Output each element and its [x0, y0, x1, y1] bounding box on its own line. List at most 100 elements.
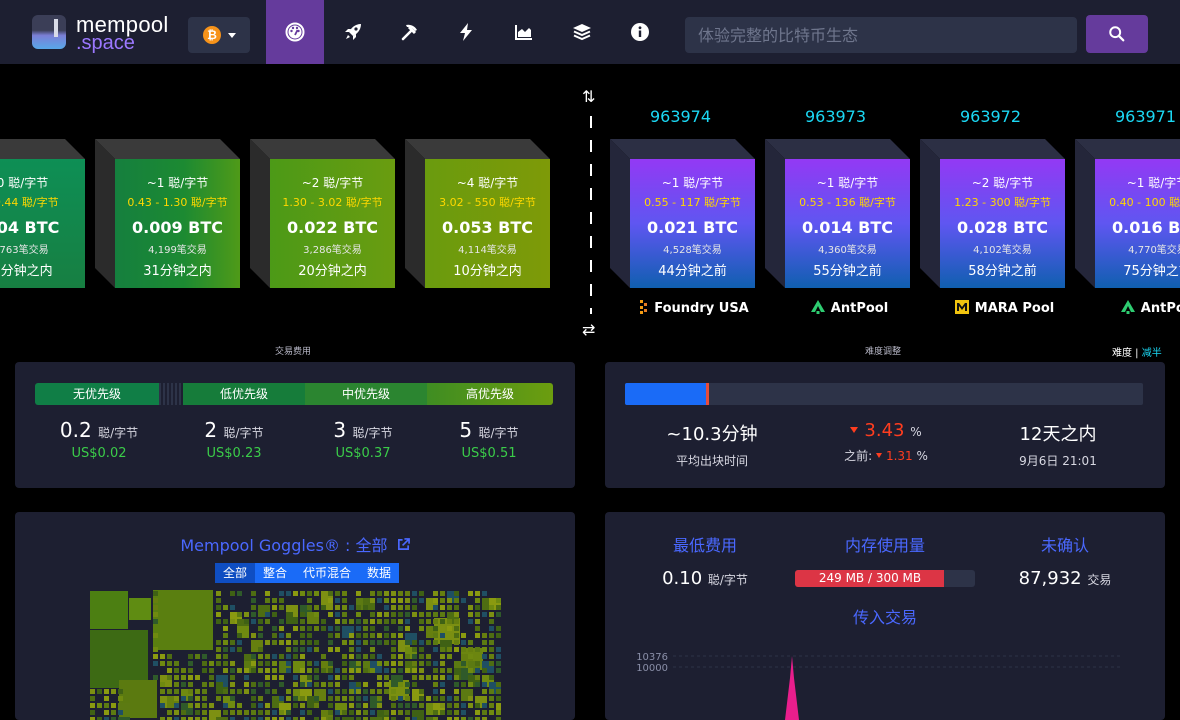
block-tx-count: 3,286笔交易 — [303, 245, 362, 256]
mined-block[interactable]: ~1 聪/字节 0.55 - 117 聪/字节 0.021 BTC 4,528笔… — [610, 139, 755, 288]
goggles-tab-coinjoin[interactable]: 代币混合 — [295, 563, 360, 583]
tx-square — [251, 668, 256, 673]
tx-square — [216, 654, 221, 659]
tx-square — [440, 612, 445, 617]
mined-block[interactable]: ~1 聪/字节 0.40 - 100 聪/字节 0.016 BTC 4,770笔… — [1075, 139, 1180, 288]
tx-square — [272, 717, 277, 720]
tx-square — [426, 640, 431, 645]
difficulty-toggle-label[interactable]: 难度 — [1112, 348, 1132, 359]
tx-square — [342, 612, 347, 617]
tx-square — [391, 696, 396, 701]
halving-toggle-label[interactable]: 减半 — [1141, 348, 1162, 359]
nav-mining[interactable] — [381, 0, 439, 64]
incoming-tx-chart[interactable]: 10376 10000 — [635, 648, 1135, 720]
goggles-title[interactable]: Mempool Goggles® : 全部 — [180, 536, 388, 555]
tx-square — [433, 717, 438, 720]
fee-segment-none: 无优先级 — [35, 383, 159, 405]
mining-pool-link[interactable]: AntPool — [1087, 300, 1180, 316]
tx-square — [342, 675, 347, 680]
mining-pool-link[interactable]: Foundry USA — [622, 300, 767, 316]
tx-square — [223, 661, 228, 666]
logo-suffix: .space — [76, 32, 135, 54]
tx-square — [440, 626, 445, 631]
fee-column-high: 5 聪/字节 US$0.51 — [425, 418, 553, 461]
network-selector[interactable]: ₿ — [188, 17, 250, 53]
nav-lightning[interactable] — [437, 0, 495, 64]
mined-block[interactable]: ~2 聪/字节 1.23 - 300 聪/字节 0.028 BTC 4,102笔… — [920, 139, 1065, 288]
mempool-block[interactable]: ~1 聪/字节 0.43 - 1.30 聪/字节 0.009 BTC 4,199… — [95, 139, 240, 288]
nav-accelerator[interactable] — [324, 0, 382, 64]
tx-square — [454, 626, 459, 631]
tx-square — [328, 605, 333, 610]
search-input[interactable] — [685, 17, 1077, 53]
tx-square — [482, 668, 487, 673]
mempool-block-visualization[interactable] — [89, 590, 501, 720]
tx-square — [321, 710, 333, 720]
tx-square — [188, 654, 193, 659]
block-fee-range: 0.43 - 1.30 聪/字节 — [127, 196, 228, 209]
difficulty-change-unit: % — [910, 425, 922, 439]
tx-square — [167, 710, 172, 715]
fee-usd: US$0.02 — [71, 446, 127, 461]
mempool-block[interactable]: ~4 聪/字节 3.02 - 550 聪/字节 0.053 BTC 4,114笔… — [405, 139, 550, 288]
tx-square — [251, 619, 256, 624]
mempool-block[interactable]: 0 聪/字节 - 0.44 聪/字节 004 BTC ,763笔交易 1分钟之内 — [0, 139, 85, 288]
tx-square — [209, 668, 214, 673]
tx-square — [258, 703, 263, 708]
tx-square — [216, 647, 221, 652]
block-height-link[interactable]: 963973 — [804, 107, 867, 126]
tx-square — [153, 633, 158, 638]
tx-square — [111, 703, 116, 708]
tx-square — [335, 668, 340, 673]
tx-square — [496, 689, 501, 694]
block-height-link[interactable]: 963974 — [649, 107, 712, 126]
tx-square — [405, 591, 410, 596]
mempool-block[interactable]: ~2 聪/字节 1.30 - 3.02 聪/字节 0.022 BTC 3,286… — [250, 139, 395, 288]
tx-square — [447, 703, 452, 708]
search-button[interactable] — [1086, 15, 1148, 53]
tx-square — [321, 619, 326, 624]
tx-square — [314, 717, 319, 720]
tx-square — [174, 717, 179, 720]
arrows-left-right-icon[interactable]: ⇄ — [582, 320, 596, 339]
nav-about[interactable] — [611, 0, 669, 64]
tx-square — [356, 654, 361, 659]
nav-docs[interactable] — [553, 0, 611, 64]
antpool-icon — [810, 300, 825, 314]
tx-square — [433, 689, 438, 694]
tx-square — [419, 619, 424, 624]
tx-square — [300, 591, 305, 596]
tx-square — [300, 717, 305, 720]
tx-square — [174, 661, 179, 666]
arrows-up-down-icon[interactable]: ⇅ — [582, 87, 596, 106]
mempool-logo[interactable]: mempool .space — [32, 12, 192, 54]
tx-square — [475, 647, 480, 652]
mined-block[interactable]: ~1 聪/字节 0.53 - 136 聪/字节 0.014 BTC 4,360笔… — [765, 139, 910, 288]
goggles-tab-consolidation[interactable]: 整合 — [255, 563, 296, 583]
block-height-link[interactable]: 963971 — [1114, 107, 1177, 126]
pool-name: AntPool — [1140, 301, 1180, 316]
goggles-tab-all[interactable]: 全部 — [215, 563, 256, 583]
mining-pool-link[interactable]: AntPool — [777, 300, 922, 316]
goggles-title-link[interactable]: Mempool Goggles® : 全部 — [15, 532, 575, 556]
tx-square — [300, 626, 305, 631]
tx-square — [342, 668, 347, 673]
tx-square — [265, 591, 270, 596]
tx-square — [419, 661, 424, 666]
external-link-icon[interactable] — [397, 538, 410, 551]
difficulty-halving-toggle[interactable]: 难度 | 减半 — [1112, 348, 1162, 359]
tx-square — [440, 619, 445, 624]
nav-graphs[interactable] — [495, 0, 553, 64]
goggles-tab-data[interactable]: 数据 — [359, 563, 400, 583]
tx-square — [237, 640, 242, 645]
tx-square — [398, 626, 403, 631]
mining-pool-link[interactable]: MARA Pool — [932, 300, 1077, 316]
nav-dashboard[interactable] — [266, 0, 324, 64]
block-height-link[interactable]: 963972 — [959, 107, 1022, 126]
block-total-fees: 0.028 BTC — [956, 218, 1049, 237]
tx-square — [265, 612, 270, 617]
blockchain-divider — [590, 116, 592, 314]
tx-square — [489, 612, 494, 617]
tx-square — [202, 696, 207, 701]
tx-square — [118, 689, 123, 694]
